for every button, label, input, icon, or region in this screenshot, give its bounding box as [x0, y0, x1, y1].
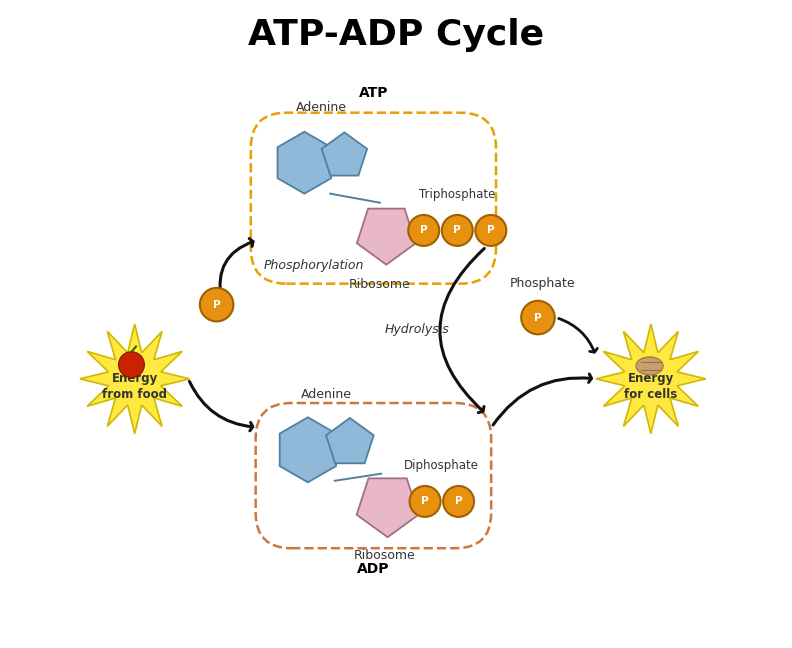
Text: Phosphate: Phosphate [510, 277, 575, 290]
Polygon shape [280, 417, 336, 482]
Circle shape [408, 215, 440, 246]
Circle shape [409, 486, 440, 517]
Text: P: P [487, 226, 495, 235]
Text: Energy
for cells: Energy for cells [624, 372, 677, 401]
Text: P: P [420, 226, 428, 235]
Text: P: P [421, 496, 428, 507]
Text: P: P [534, 312, 542, 323]
Circle shape [475, 215, 506, 246]
Text: ATP-ADP Cycle: ATP-ADP Cycle [248, 17, 544, 52]
Text: Ribosome: Ribosome [353, 549, 415, 562]
Circle shape [521, 301, 554, 334]
Polygon shape [322, 132, 367, 176]
Text: P: P [455, 496, 463, 507]
Polygon shape [596, 324, 706, 434]
Text: P: P [454, 226, 461, 235]
Circle shape [442, 215, 473, 246]
Text: Adenine: Adenine [296, 101, 348, 114]
Circle shape [119, 352, 144, 378]
Polygon shape [356, 478, 418, 537]
Text: ATP: ATP [359, 86, 388, 100]
Polygon shape [277, 132, 331, 194]
Polygon shape [326, 418, 374, 463]
Text: Diphosphate: Diphosphate [404, 459, 479, 472]
Circle shape [200, 288, 234, 321]
Text: Energy
from food: Energy from food [102, 372, 167, 401]
Text: Hydrolysis: Hydrolysis [384, 323, 449, 336]
Circle shape [443, 486, 474, 517]
Ellipse shape [636, 357, 663, 375]
Polygon shape [80, 324, 189, 434]
Text: Phosphorylation: Phosphorylation [264, 259, 364, 272]
Text: Adenine: Adenine [301, 388, 352, 401]
Polygon shape [357, 209, 416, 264]
Text: P: P [213, 299, 220, 310]
Text: Triphosphate: Triphosphate [419, 188, 496, 201]
Text: ADP: ADP [357, 562, 390, 577]
Text: Ribosome: Ribosome [349, 277, 411, 290]
